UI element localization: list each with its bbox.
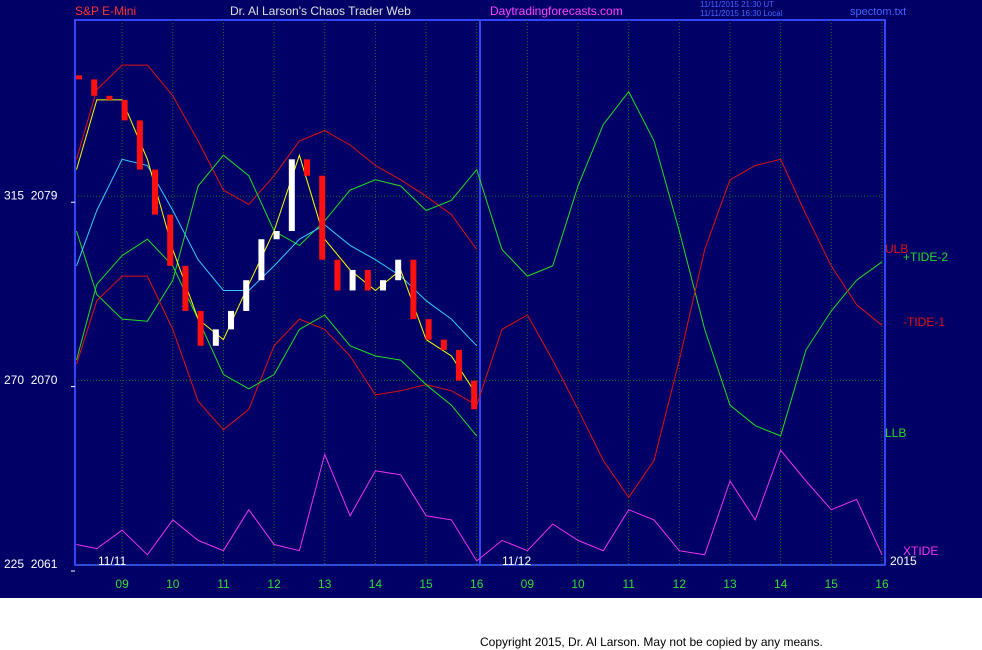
x-tick-label: 10	[166, 577, 180, 591]
x-tick-label: 10	[571, 577, 585, 591]
candle	[455, 349, 462, 381]
copyright: Copyright 2015, Dr. Al Larson. May not b…	[480, 635, 823, 649]
candle	[152, 169, 159, 215]
file-name: spectom.txt	[850, 6, 906, 18]
chart-title: Dr. Al Larson's Chaos Trader Web	[230, 4, 411, 18]
x-tick-label: 11	[217, 577, 230, 591]
candle	[440, 339, 447, 350]
candle	[425, 319, 432, 340]
year-label: 2015	[890, 554, 917, 568]
candle	[106, 95, 113, 100]
candle	[288, 159, 295, 232]
series-label: +TIDE-2	[903, 250, 948, 264]
x-tick-label: 14	[774, 577, 788, 591]
candle	[304, 159, 311, 176]
series-line	[76, 90, 883, 437]
candle	[212, 329, 219, 346]
site: Daytradingforecasts.com	[490, 4, 623, 18]
candle	[364, 269, 371, 291]
candle	[273, 231, 280, 240]
candle	[197, 310, 204, 346]
background	[0, 0, 982, 598]
candle	[167, 214, 174, 266]
x-tick-label: 15	[825, 577, 839, 591]
y-tick-label: 225 2061	[4, 557, 58, 571]
x-tick-label: 09	[115, 577, 129, 591]
y-tick-label: 270 2070	[4, 373, 58, 387]
x-tick-label: 16	[875, 577, 889, 591]
candle	[319, 175, 326, 260]
series-label: -TIDE-1	[903, 315, 945, 329]
candle	[395, 259, 402, 281]
series-line	[76, 64, 478, 250]
series-label: XTIDE	[903, 544, 938, 558]
x-tick-label: 11	[622, 577, 635, 591]
candle	[349, 269, 356, 291]
candle	[121, 99, 128, 121]
series-line	[76, 449, 883, 562]
x-tick-label: 14	[369, 577, 383, 591]
y-tick-label: 315 2079	[4, 188, 58, 202]
candle	[258, 239, 265, 281]
timestamp: 11/11/2015 21:30 UT	[700, 0, 774, 9]
candle	[136, 120, 143, 170]
candle	[410, 259, 417, 320]
x-tick-label: 12	[673, 577, 687, 591]
date-label: 11/12	[502, 554, 531, 568]
candle	[243, 280, 250, 311]
candle	[379, 280, 386, 291]
series-label: ULB	[885, 242, 908, 256]
candle	[471, 380, 478, 410]
x-tick-label: 15	[419, 577, 433, 591]
x-tick-label: 12	[267, 577, 281, 591]
instrument: S&P E-Mini	[75, 4, 136, 18]
x-tick-label: 13	[318, 577, 332, 591]
candle	[334, 259, 341, 291]
timestamp: 11/11/2015 16:30 Local	[700, 9, 783, 18]
candle	[182, 265, 189, 311]
x-tick-label: 13	[723, 577, 737, 591]
x-tick-label: 16	[470, 577, 484, 591]
series-line	[76, 238, 478, 437]
candle	[76, 75, 83, 80]
x-tick-label: 09	[521, 577, 535, 591]
series-label: LLB	[885, 426, 906, 440]
candle	[228, 310, 235, 330]
candle	[91, 79, 98, 96]
marks	[76, 64, 883, 562]
date-label: 11/11	[98, 554, 127, 568]
